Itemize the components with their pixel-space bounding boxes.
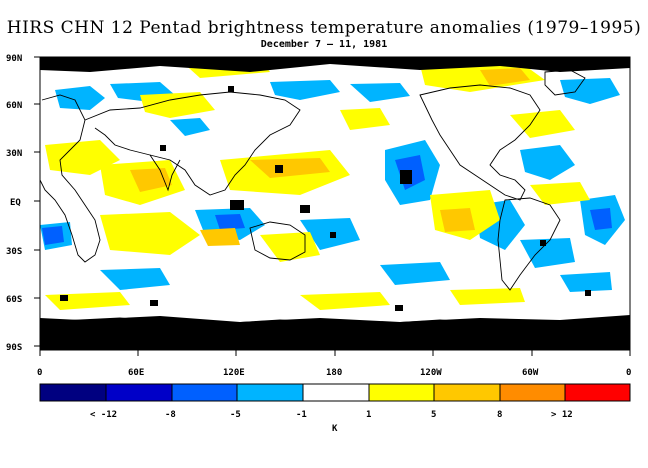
anomaly-field xyxy=(40,57,630,350)
lat-label-90n: 90N xyxy=(6,54,22,64)
lon-label-180: 180 xyxy=(326,368,342,378)
lat-label-60s: 60S xyxy=(6,295,22,305)
colorbar-bin-3 xyxy=(172,384,237,401)
australia-outline xyxy=(249,221,306,261)
lon-label-0-left: 0 xyxy=(37,368,42,378)
colorbar-bin-8 xyxy=(500,384,565,401)
lat-label-90s: 90S xyxy=(6,343,22,353)
colorbar-unit: K xyxy=(332,424,338,434)
cool-anomaly-patches xyxy=(40,78,625,292)
map-subtitle: December 7 – 11, 1981 xyxy=(260,39,388,50)
greenland-outline xyxy=(544,69,586,96)
colorbar-label-4: -1 xyxy=(296,410,307,420)
lat-label-60n: 60N xyxy=(6,101,22,111)
colorbar-label-7: 8 xyxy=(497,410,502,420)
map-title: HIRS CHN 12 Pentad brightness temperatur… xyxy=(6,18,642,38)
colorbar-label-6: 5 xyxy=(431,410,436,420)
colorbar-label-8: > 12 xyxy=(551,410,573,420)
colorbar-bin-6 xyxy=(369,384,434,401)
asia-outline xyxy=(84,91,301,196)
north-america-outline xyxy=(419,84,541,201)
south-america-outline xyxy=(497,197,561,291)
colorbar-bin-1 xyxy=(40,384,106,401)
lat-label-30s: 30S xyxy=(6,247,22,257)
colorbar-label-5: 1 xyxy=(366,410,371,420)
lat-label-eq: EQ xyxy=(10,198,21,208)
colorbar-bin-4 xyxy=(237,384,303,401)
longitude-axis: 0 60E 120E 180 120W 60W 0 xyxy=(37,350,631,378)
colorbar-label-3: -5 xyxy=(230,410,241,420)
colorbar-label-2: -8 xyxy=(165,410,176,420)
lat-label-30n: 30N xyxy=(6,149,22,159)
colorbar: < -12 -8 -5 -1 1 5 8 > 12 K xyxy=(39,383,631,434)
lon-label-120e: 120E xyxy=(223,368,245,378)
colorbar-bin-2 xyxy=(106,384,172,401)
colorbar-bin-5 xyxy=(303,384,369,401)
coastlines xyxy=(40,69,630,327)
colorbar-label-1: < -12 xyxy=(90,410,117,420)
europe-africa-outline xyxy=(40,94,101,263)
colorbar-frame xyxy=(39,383,631,402)
colorbar-bin-9 xyxy=(565,384,630,401)
lon-label-60w: 60W xyxy=(522,368,539,378)
latitude-axis: 90N 60N 30N EQ 30S 60S 90S xyxy=(6,54,40,353)
colorbar-bin-7 xyxy=(434,384,500,401)
antarctica-outline xyxy=(40,317,630,327)
lon-label-120w: 120W xyxy=(420,368,442,378)
lon-label-0-right: 0 xyxy=(626,368,631,378)
lon-label-60e: 60E xyxy=(128,368,144,378)
india-outline xyxy=(149,154,181,192)
